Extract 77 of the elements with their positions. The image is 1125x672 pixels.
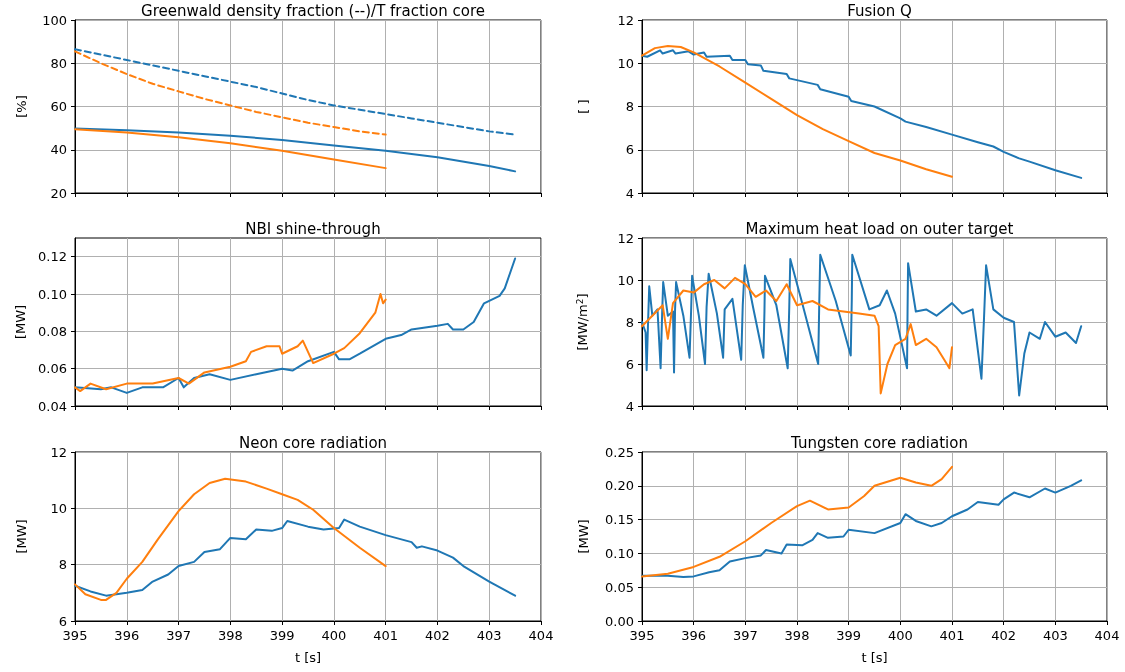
y-tick-label: 6	[625, 142, 634, 158]
y-tick-label: 4	[625, 398, 634, 414]
x-tick-label: 399	[836, 628, 862, 643]
chart-title: Maximum heat load on outer target	[745, 219, 1014, 238]
x-tick-label: 398	[217, 628, 243, 643]
x-tick-label: 396	[681, 628, 707, 643]
y-tick-label: 8	[625, 99, 634, 114]
line-series	[74, 518, 517, 597]
x-tick-label: 397	[166, 628, 191, 643]
line-series	[641, 44, 953, 178]
y-axis-title: [MW/m2]	[574, 293, 590, 351]
line-series	[641, 479, 1083, 579]
chart-title: NBI shine-through	[245, 219, 381, 238]
y-tick-label: 10	[50, 500, 67, 516]
x-tick-label: 403	[1042, 628, 1068, 643]
y-tick-label: 12	[617, 230, 634, 246]
x-tick-label: 400	[887, 628, 913, 643]
y-axis-title: [MW]	[13, 304, 29, 340]
line-series	[74, 257, 517, 394]
x-tick-label: 398	[784, 628, 810, 643]
line-series	[641, 253, 1083, 397]
chart-title: Tungsten core radiation	[790, 433, 968, 452]
x-tick-label: 395	[62, 628, 88, 643]
y-tick-label: 80	[50, 55, 67, 71]
y-tick-label: 60	[50, 99, 67, 114]
y-tick-label: 0.15	[605, 512, 634, 528]
line-series	[74, 50, 387, 136]
y-tick-label: 0.00	[605, 613, 634, 629]
y-tick-label: 0.08	[38, 323, 67, 339]
y-tick-label: 4	[625, 185, 634, 201]
x-tick-label: 399	[269, 628, 295, 643]
x-tick-label: 401	[373, 628, 399, 643]
x-tick-label: 395	[629, 628, 655, 643]
chart-title: Neon core radiation	[238, 433, 388, 452]
y-tick-label: 0.20	[605, 478, 634, 494]
y-tick-label: 0.25	[605, 444, 634, 460]
y-tick-label: 8	[625, 314, 634, 330]
y-tick-label: 10	[617, 272, 634, 288]
x-axis-title: t [s]	[861, 650, 888, 665]
y-tick-label: 8	[58, 557, 67, 573]
x-tick-label: 402	[425, 628, 450, 643]
y-tick-label: 0.10	[605, 545, 634, 561]
y-tick-label: 20	[50, 185, 67, 201]
y-tick-label: 10	[617, 55, 634, 71]
line-series	[74, 293, 387, 393]
chart-title: Greenwald density fraction (--)/T fraction core	[141, 1, 485, 20]
y-tick-label: 0.12	[38, 249, 67, 265]
y-axis-title: [MW]	[576, 519, 591, 554]
line-series	[74, 48, 517, 136]
x-tick-label: 403	[476, 628, 502, 643]
y-axis-title: [%]	[14, 95, 29, 118]
x-tick-label: 404	[1094, 628, 1120, 643]
x-tick-label: 401	[939, 628, 965, 643]
y-tick-label: 0.06	[38, 361, 67, 377]
x-tick-label: 402	[991, 628, 1017, 643]
y-tick-label: 0.10	[38, 286, 67, 302]
y-tick-label: 40	[50, 142, 67, 158]
y-tick-label: 12	[617, 12, 634, 28]
x-tick-label: 404	[528, 628, 554, 643]
x-axis-title: t [s]	[294, 650, 322, 665]
line-series	[74, 477, 387, 601]
x-tick-label: 397	[732, 628, 758, 643]
line-series	[641, 465, 953, 578]
y-tick-label: 0.05	[605, 579, 634, 595]
line-series	[74, 128, 387, 170]
y-tick-label: 6	[625, 356, 634, 372]
line-series	[641, 276, 953, 395]
y-tick-label: 12	[50, 444, 67, 460]
x-tick-label: 400	[321, 628, 347, 643]
y-axis-title: [ ]	[576, 99, 591, 114]
y-axis-title: [MW]	[14, 519, 29, 554]
x-tick-label: 396	[114, 628, 140, 643]
y-tick-label: 0.04	[38, 398, 67, 414]
y-tick-label: 6	[58, 613, 67, 629]
chart-title: Fusion Q	[847, 1, 912, 20]
line-series	[641, 49, 1083, 179]
y-tick-label: 100	[42, 12, 67, 28]
